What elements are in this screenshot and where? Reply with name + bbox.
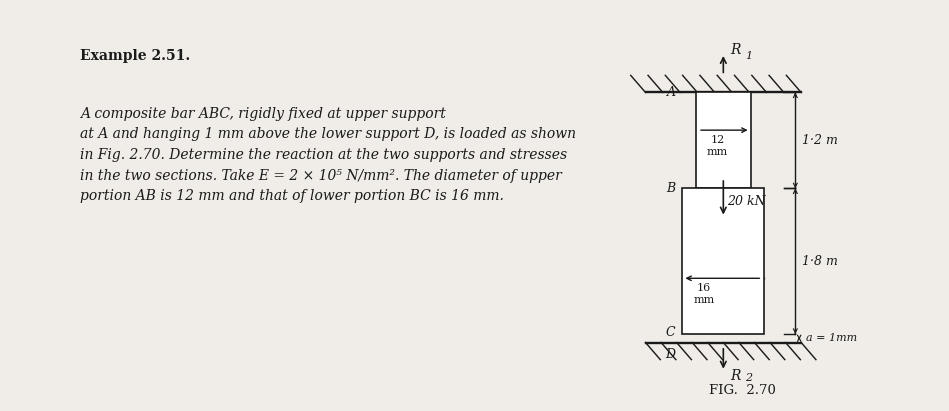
Text: FIG.  2.70: FIG. 2.70 (709, 384, 776, 397)
Bar (682, 188, 764, 334)
Text: 20 kN: 20 kN (727, 195, 766, 208)
Text: Example 2.51.: Example 2.51. (80, 49, 190, 63)
Text: A composite bar ABC, rigidly fixed at upper support
at A and hanging 1 mm above : A composite bar ABC, rigidly fixed at up… (80, 107, 576, 203)
Text: 2: 2 (746, 373, 753, 383)
Text: C: C (666, 326, 676, 339)
Bar (696, 92, 751, 188)
Text: R: R (731, 369, 741, 383)
Text: A: A (666, 86, 676, 99)
Text: a = 1mm: a = 1mm (807, 333, 857, 343)
Text: 1·2 m: 1·2 m (802, 134, 838, 147)
Text: R: R (731, 42, 741, 56)
Text: 1·8 m: 1·8 m (802, 255, 838, 268)
Text: D: D (665, 348, 676, 361)
Text: 1: 1 (745, 51, 752, 61)
Text: B: B (666, 182, 676, 195)
Text: 16
mm: 16 mm (694, 284, 715, 305)
Text: 12
mm: 12 mm (707, 135, 728, 157)
